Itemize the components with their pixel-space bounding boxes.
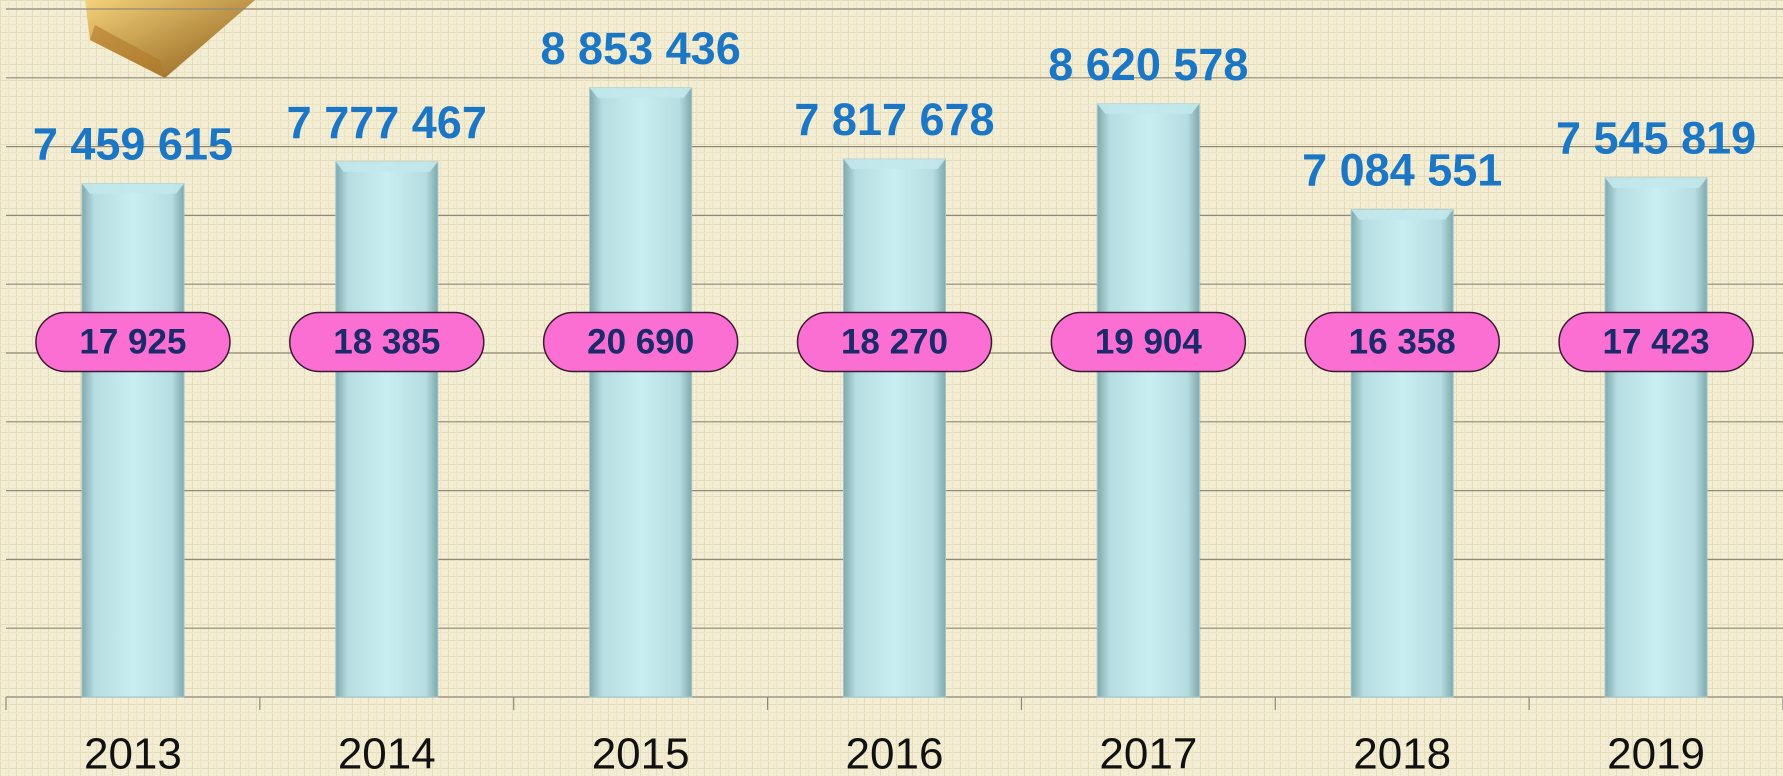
bar-cap	[1351, 209, 1454, 220]
oval-label: 17 925	[79, 322, 186, 361]
oval-label-background	[796, 311, 993, 373]
bar	[81, 183, 185, 698]
value-label: 8 853 436	[541, 23, 741, 74]
oval-label-background	[1050, 311, 1247, 373]
bar	[843, 158, 946, 698]
x-tick-label: 2016	[846, 730, 944, 776]
gold-bar-icon	[85, 0, 255, 78]
x-tick-label: 2014	[338, 730, 436, 776]
bar-cap	[843, 159, 946, 170]
bar	[335, 161, 439, 698]
bar	[1604, 177, 1708, 698]
value-label: 8 620 578	[1048, 39, 1248, 90]
bar	[1350, 209, 1454, 698]
oval-label-background	[1558, 311, 1754, 373]
bar-cap	[81, 183, 184, 194]
oval-label-background	[35, 311, 231, 373]
oval-label: 18 270	[841, 322, 948, 361]
x-tick-label: 2013	[84, 730, 182, 776]
bar-cap	[1605, 177, 1708, 188]
oval-label-background	[289, 311, 485, 373]
x-tick-label: 2018	[1353, 730, 1451, 776]
oval-label: 16 358	[1349, 322, 1456, 361]
plot: 2013 2014 2015 2016 2017 2018 2019 7 459 615 7 7…	[33, 23, 1756, 776]
bar-cap	[589, 87, 692, 98]
oval-label: 17 423	[1603, 322, 1710, 361]
oval-label: 20 690	[587, 322, 694, 361]
value-label: 7 817 678	[794, 94, 994, 145]
value-label: 7 459 615	[33, 119, 233, 170]
bar-cap	[1097, 103, 1200, 114]
value-label: 7 084 551	[1302, 144, 1502, 195]
x-tick-label: 2019	[1607, 730, 1705, 776]
oval-label-background	[1304, 311, 1500, 373]
value-label: 7 545 819	[1556, 113, 1756, 164]
bar-cap	[335, 161, 438, 172]
oval-label-background	[542, 311, 739, 373]
oval-label: 19 904	[1095, 322, 1203, 361]
oval-label: 18 385	[333, 322, 440, 361]
value-label: 7 777 467	[287, 97, 487, 148]
bar	[1096, 103, 1200, 698]
x-tick-label: 2015	[592, 730, 690, 776]
x-tick-label: 2017	[1099, 730, 1197, 776]
bar	[589, 87, 693, 698]
